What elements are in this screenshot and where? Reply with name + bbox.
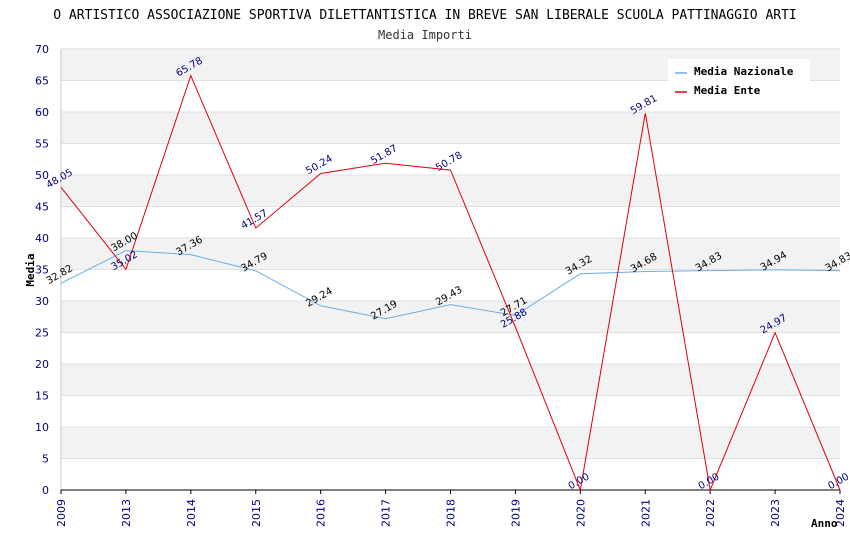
series-line-media-ente	[60, 74, 841, 492]
x-tick-label: 2013	[120, 499, 133, 527]
x-tick-label: 2019	[509, 499, 522, 527]
legend-label-media-nazionale: Media Nazionale	[694, 65, 794, 78]
series-lines	[60, 74, 841, 492]
background-band	[61, 427, 840, 459]
y-tick-label: 65	[35, 75, 49, 88]
x-tick-label: 2017	[380, 499, 393, 527]
legend: Media Nazionale Media Ente	[668, 59, 810, 103]
y-tick-label: 55	[35, 138, 49, 151]
x-tick-label: 2022	[704, 499, 717, 527]
legend-label-media-ente: Media Ente	[694, 84, 761, 97]
data-label: 41.57	[239, 208, 269, 232]
y-tick-label: 70	[35, 43, 49, 56]
chart-subtitle: Media Importi	[378, 28, 472, 42]
y-tick-label: 50	[35, 169, 49, 182]
chart-title: O ARTISTICO ASSOCIAZIONE SPORTIVA DILETT…	[53, 8, 797, 23]
y-tick-label: 15	[35, 390, 49, 403]
background-band	[61, 364, 840, 396]
y-tick-label: 40	[35, 232, 49, 245]
x-axis-ticks: 2009 2013 2014 2015 2016 2017 2018 2019 2020 2021…	[55, 490, 847, 527]
y-tick-label: 25	[35, 327, 49, 340]
y-axis-ticks: 0 5 10 15 20 25 30 35 40 45 50 55 60 65 70	[35, 43, 49, 497]
x-axis-label: Anno	[811, 517, 838, 530]
y-tick-label: 35	[35, 264, 49, 277]
x-tick-label: 2021	[639, 499, 652, 527]
background-band	[61, 301, 840, 333]
x-tick-label: 2015	[250, 499, 263, 527]
data-label: 0.00	[697, 472, 722, 493]
data-label: 50.24	[304, 153, 334, 177]
y-tick-label: 20	[35, 358, 49, 371]
data-label: 0.00	[826, 472, 850, 493]
data-label: 0.00	[567, 472, 592, 493]
y-tick-label: 10	[35, 421, 49, 434]
x-tick-label: 2024	[834, 499, 847, 527]
background-band	[61, 112, 840, 144]
y-tick-label: 45	[35, 201, 49, 214]
background-band	[61, 175, 840, 207]
y-axis-label: Media	[24, 253, 37, 286]
series-line-media-nazionale	[60, 250, 841, 320]
x-tick-label: 2016	[315, 499, 328, 527]
legend-box	[668, 59, 810, 103]
x-tick-label: 2014	[185, 499, 198, 527]
plot-background-bands	[61, 49, 840, 459]
y-tick-label: 60	[35, 106, 49, 119]
y-tick-label: 0	[42, 484, 49, 497]
data-label: 32.82	[45, 263, 75, 287]
x-tick-label: 2020	[574, 499, 587, 527]
x-tick-label: 2023	[769, 499, 782, 527]
background-band	[61, 238, 840, 270]
x-tick-label: 2009	[55, 499, 68, 527]
x-tick-label: 2018	[445, 499, 458, 527]
y-tick-label: 30	[35, 295, 49, 308]
y-tick-label: 5	[42, 453, 49, 466]
